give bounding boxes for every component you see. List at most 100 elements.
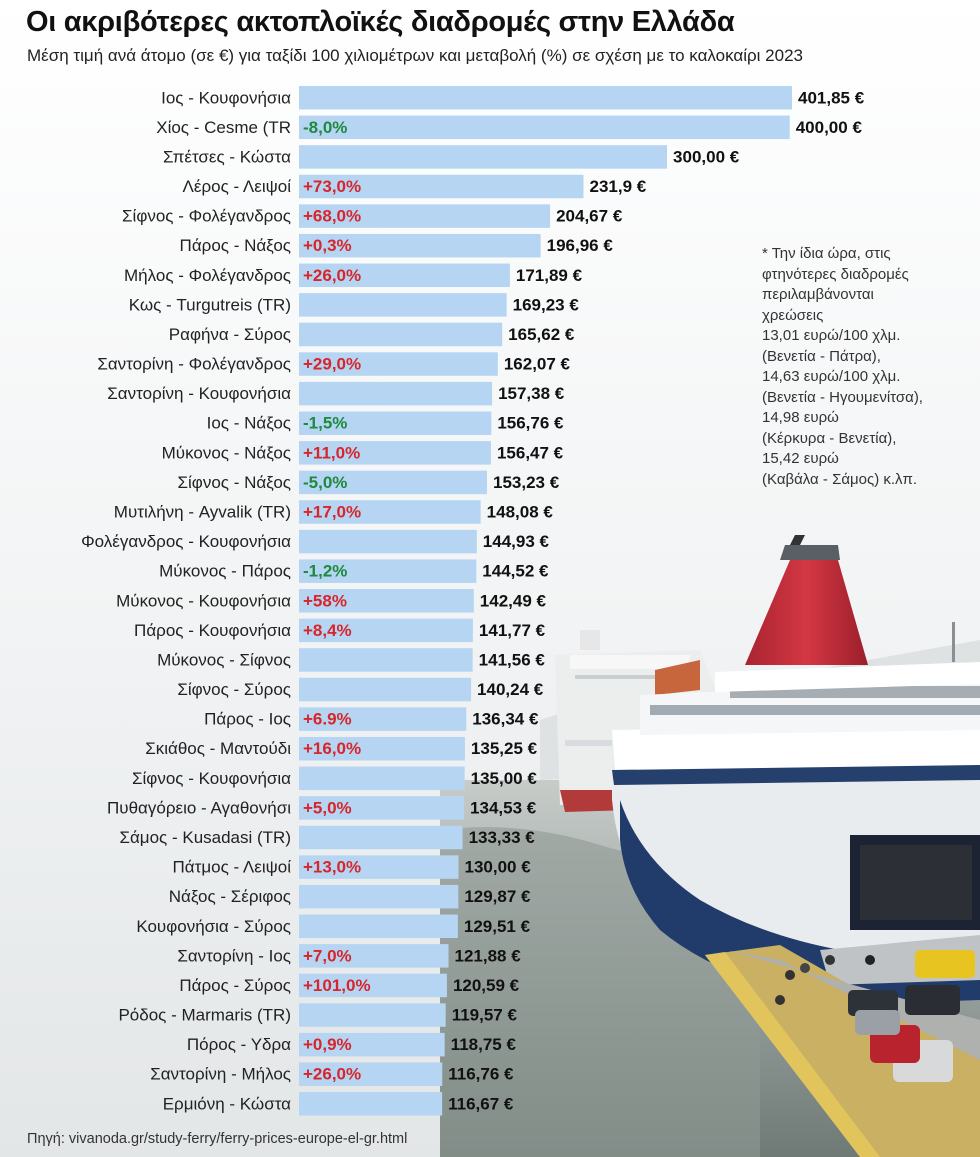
category-label: Πόρος - Υδρα (187, 1035, 291, 1054)
note-line: * Την ίδια ώρα, στις (762, 245, 891, 262)
value-label: 142,49 € (480, 591, 547, 610)
change-label: +0,9% (303, 1035, 352, 1054)
value-label: 157,38 € (498, 384, 565, 403)
category-label: Σαντορίνη - Μήλος (150, 1065, 291, 1084)
category-label: Πάρος - Νάξος (180, 236, 291, 255)
bar (299, 1062, 443, 1086)
change-label: +101,0% (303, 976, 371, 995)
category-label: Μύκονος - Κουφονήσια (116, 591, 291, 610)
value-label: 129,87 € (464, 887, 531, 906)
chart-subtitle: Μέση τιμή ανά άτομο (σε €) για ταξίδι 10… (27, 46, 803, 65)
chart-title: Οι ακριβότερες ακτοπλοϊκές διαδρομές στη… (26, 6, 735, 38)
change-label: +29,0% (303, 355, 361, 374)
category-label: Σίφνος - Κουφονήσια (132, 769, 291, 788)
value-label: 204,67 € (556, 207, 623, 226)
value-label: 300,00 € (673, 147, 740, 166)
value-label: 196,96 € (547, 236, 614, 255)
bar (299, 204, 551, 228)
category-label: Σίφνος - Φολέγανδρος (122, 207, 291, 226)
change-label: -1,5% (303, 414, 347, 433)
bar (299, 707, 467, 731)
value-label: 130,00 € (464, 858, 531, 877)
change-label: +11,0% (303, 443, 360, 462)
bar (299, 884, 459, 909)
note-line: (Καβάλα - Σάμος) κ.λπ. (762, 470, 918, 488)
category-label: Πάτμος - Λειψοί (173, 858, 292, 877)
category-label: Πάρος - Σύρος (179, 976, 291, 995)
category-label: Σαντορίνη - Ιος (177, 946, 291, 965)
note-line: (Βενετία - Ηγουμενίτσα), (762, 388, 923, 406)
value-label: 133,33 € (469, 828, 536, 847)
value-label: 162,07 € (504, 355, 571, 374)
category-label: Μύκονος - Σίφνος (157, 650, 291, 669)
change-label: +68,0% (303, 207, 361, 226)
bar (299, 411, 492, 435)
category-label: Ιος - Κουφονήσια (161, 88, 291, 107)
category-label: Πάρος - Ιος (204, 710, 291, 729)
bar (299, 529, 477, 554)
category-label: Ρόδος - Marmaris (TR) (118, 1006, 291, 1025)
bar (299, 441, 491, 465)
value-label: 144,93 € (483, 532, 550, 551)
bar (299, 86, 792, 110)
value-label: 141,77 € (479, 621, 546, 640)
note-line: 13,01 ευρώ/100 χλμ. (762, 327, 901, 344)
bar (299, 174, 584, 199)
bar (299, 263, 510, 288)
bar (299, 145, 668, 169)
note-line: χρεώσεις (762, 306, 824, 324)
value-label: 231,9 € (590, 177, 647, 196)
value-label: 120,59 € (453, 976, 520, 995)
change-label: +6.9% (303, 710, 352, 729)
value-label: 129,51 € (464, 917, 531, 936)
change-label: +73,0% (303, 177, 361, 196)
note-line: (Κέρκυρα - Βενετία), (762, 429, 897, 447)
category-label: Σίφνος - Νάξος (178, 473, 291, 492)
bar (299, 825, 463, 850)
bar (299, 322, 503, 347)
change-label: +16,0% (303, 739, 361, 758)
value-label: 156,47 € (497, 443, 564, 462)
value-label: 141,56 € (479, 650, 546, 669)
change-label: +5,0% (303, 798, 352, 817)
bar (299, 352, 498, 376)
category-label: Λέρος - Λειψοί (183, 177, 292, 196)
note-line: 14,98 ευρώ (762, 409, 839, 426)
value-label: 116,76 € (448, 1065, 514, 1084)
category-label: Κουφονήσια - Σύρος (136, 917, 291, 936)
change-label: +0,3% (303, 236, 352, 255)
bar (299, 1092, 443, 1116)
value-label: 400,00 € (796, 118, 863, 137)
bar (299, 855, 459, 879)
bar (299, 500, 481, 524)
category-label: Κως - Turgutreis (TR) (129, 295, 291, 314)
bar (299, 1003, 446, 1027)
bar (299, 618, 473, 643)
category-label: Ιος - Νάξος (207, 414, 291, 433)
category-label: Νάξος - Σέριφος (169, 887, 291, 906)
change-label: +58% (303, 591, 347, 610)
bar (299, 648, 473, 672)
category-label: Μύκονος - Πάρος (159, 562, 291, 581)
bar (299, 1032, 445, 1057)
bar (299, 677, 472, 702)
note-line: περιλαμβάνονται (762, 286, 874, 303)
bar (299, 914, 458, 939)
note-line: 14,63 ευρώ/100 χλμ. (762, 368, 901, 385)
value-label: 135,00 € (471, 769, 538, 788)
value-label: 140,24 € (477, 680, 544, 699)
value-label: 153,23 € (493, 473, 560, 492)
category-label: Χίος - Cesme (TR (156, 118, 291, 137)
value-label: 401,85 € (798, 88, 865, 107)
value-label: 171,89 € (516, 266, 583, 285)
category-label: Μήλος - Φολέγανδρος (124, 266, 291, 285)
category-label: Σπέτσες - Κώστα (163, 147, 291, 166)
cheapest-routes-note: * Την ίδια ώρα, στις φτηνότερες διαδρομές… (762, 244, 977, 490)
value-label: 156,76 € (497, 414, 564, 433)
category-label: Σαντορίνη - Φολέγανδρος (97, 355, 291, 374)
bar (299, 293, 507, 317)
bar (299, 115, 790, 140)
category-label: Σίφνος - Σύρος (177, 680, 291, 699)
bar (299, 559, 477, 583)
